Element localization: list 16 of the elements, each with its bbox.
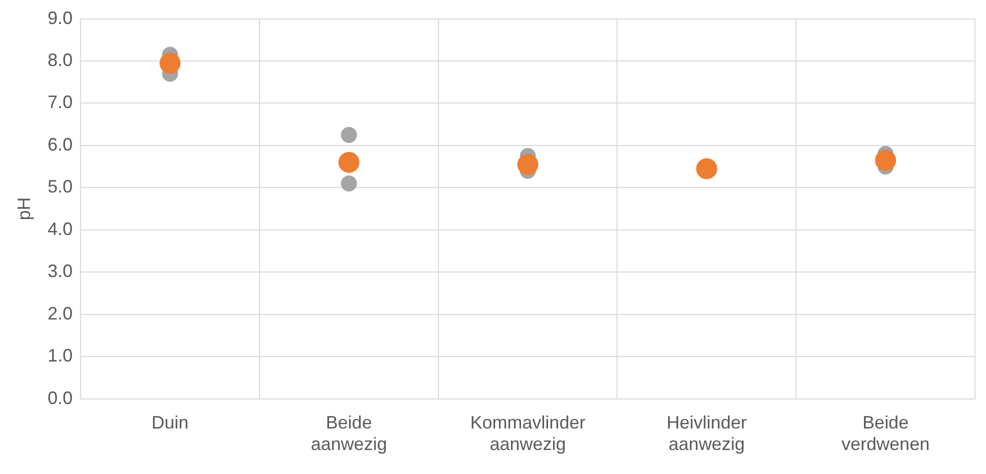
- y-tick-label: 5.0: [48, 176, 73, 197]
- x-tick-label: Duin: [152, 412, 189, 433]
- y-tick-label: 2.0: [48, 303, 73, 324]
- y-tick-label: 6.0: [48, 134, 73, 154]
- y-tick-label: 7.0: [48, 92, 73, 112]
- x-tick-label: Beide aanwezig: [310, 412, 387, 454]
- y-tick-label: 0.0: [48, 388, 73, 408]
- y-tick-label: 8.0: [48, 50, 73, 70]
- y-tick-label: 3.0: [48, 261, 73, 282]
- x-tick-label: Heivlinder aanwezig: [666, 412, 747, 454]
- y-tick-label: 4.0: [48, 218, 73, 239]
- x-tick-label: Beide verdwenen: [842, 412, 930, 454]
- x-tick-label: Kommavlinder aanwezig: [470, 412, 586, 454]
- y-tick-label: 1.0: [48, 346, 73, 366]
- y-tick-label: 9.0: [48, 8, 73, 28]
- y-axis-title: pH: [14, 197, 34, 220]
